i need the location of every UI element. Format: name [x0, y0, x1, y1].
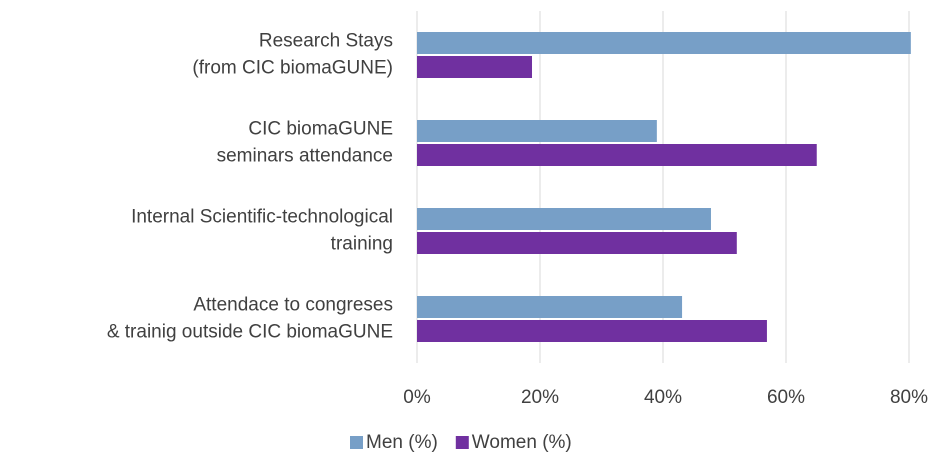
category-line: CIC biomaGUNE [248, 119, 393, 140]
x-tick-label: 80% [890, 387, 928, 408]
legend-label: Women (%) [472, 432, 572, 453]
x-tick-label: 40% [644, 387, 682, 408]
category-line: & trainig outside CIC biomaGUNE [107, 322, 393, 343]
category-line: seminars attendance [217, 146, 393, 167]
bar [417, 320, 767, 342]
bar [417, 144, 817, 166]
legend-swatch [455, 436, 469, 449]
x-tick-label: 60% [767, 387, 805, 408]
category-label: CIC biomaGUNE seminars attendance [217, 119, 393, 167]
legend-swatch [350, 436, 363, 449]
category-label: Attendace to congreses & trainig outside … [107, 295, 393, 343]
bar [417, 208, 711, 230]
x-tick-label: 0% [403, 387, 431, 408]
category-line: Internal Scientific-technological [131, 207, 393, 228]
category-line: training [331, 234, 393, 255]
bar [417, 56, 533, 78]
category-line: Attendace to congreses [193, 295, 393, 316]
category-label: Research Stays (from CIC biomaGUNE) [192, 31, 393, 79]
legend-label: Men (%) [366, 432, 438, 453]
bar [417, 120, 657, 142]
x-tick-label: 20% [521, 387, 559, 408]
bar [417, 32, 911, 54]
bar [417, 296, 683, 318]
category-line: Research Stays [259, 31, 393, 52]
category-label: Internal Scientific-technological trainin… [131, 207, 393, 255]
category-line: (from CIC biomaGUNE) [192, 58, 393, 79]
bar [417, 232, 737, 254]
